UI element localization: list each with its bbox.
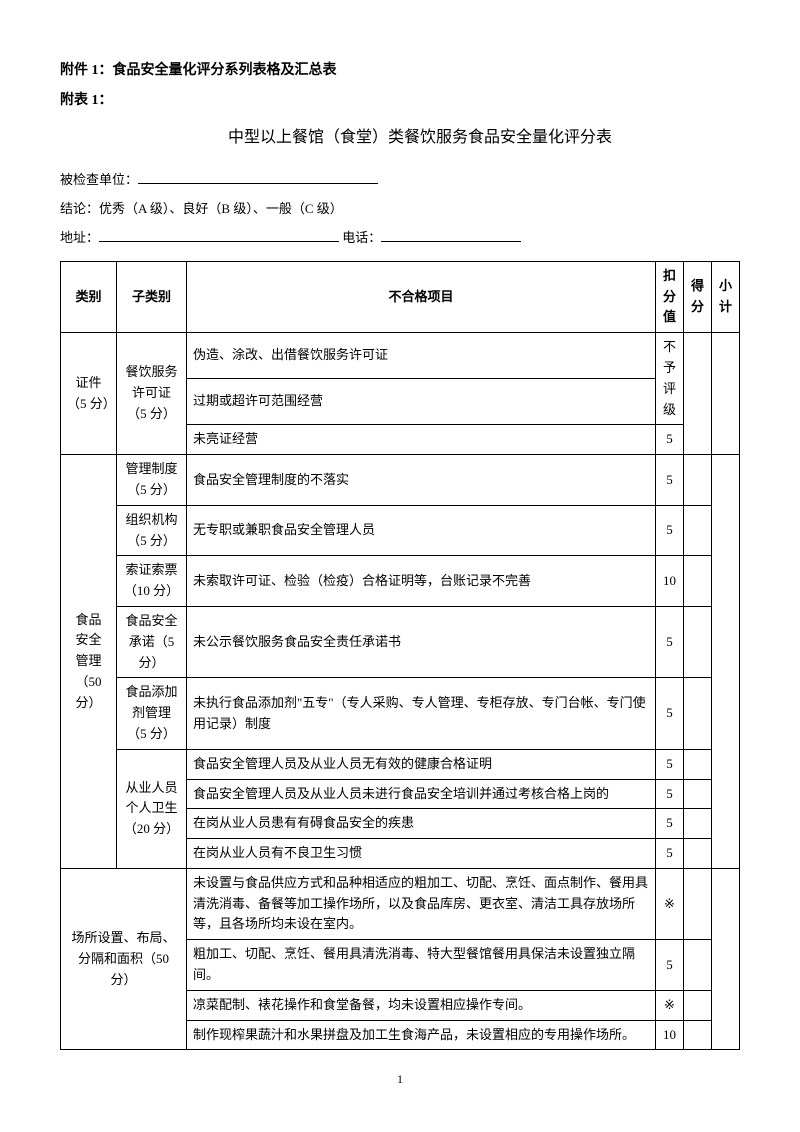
- item-text: 粗加工、切配、烹饪、餐用具清洗消毒、特大型餐馆餐用具保洁未设置独立隔间。: [187, 940, 656, 991]
- score-cell: [684, 809, 712, 839]
- subcat-org: 组织机构（5 分）: [117, 505, 187, 556]
- sub-cell: [712, 455, 740, 869]
- item-text: 未执行食品添加剂"五专"（专人采购、专人管理、专柜存放、专门台帐、专门使用记录）…: [187, 678, 656, 749]
- item-text: 伪造、涂改、出借餐饮服务许可证: [187, 333, 656, 379]
- subcat-license: 餐饮服务许可证（5 分）: [117, 333, 187, 455]
- score-cell: [684, 839, 712, 869]
- item-text: 食品安全管理制度的不落实: [187, 455, 656, 506]
- score-cell: [684, 678, 712, 749]
- address-blank: [99, 229, 339, 242]
- score-table: 类别 子类别 不合格项目 扣分值 得分 小计 证件（5 分） 餐饮服务许可证（5…: [60, 261, 740, 1051]
- attachment-sub-header: 附表 1：: [60, 90, 740, 112]
- phone-blank: [381, 229, 521, 242]
- item-text: 过期或超许可范围经营: [187, 379, 656, 425]
- item-text: 凉菜配制、裱花操作和食堂备餐，均未设置相应操作专间。: [187, 990, 656, 1020]
- cat-place: 场所设置、布局、分隔和面积（50 分）: [61, 868, 187, 1050]
- subcat-demand: 索证索票（10 分）: [117, 556, 187, 607]
- pts-cell: 5: [656, 809, 684, 839]
- table-row: 从业人员个人卫生（20 分） 食品安全管理人员及从业人员无有效的健康合格证明 5: [61, 749, 740, 779]
- item-text: 未索取许可证、检验（检疫）合格证明等，台账记录不完善: [187, 556, 656, 607]
- score-cell: [684, 779, 712, 809]
- score-cell: [684, 940, 712, 991]
- table-row: 证件（5 分） 餐饮服务许可证（5 分） 伪造、涂改、出借餐饮服务许可证 不予评…: [61, 333, 740, 379]
- th-item: 不合格项目: [187, 261, 656, 332]
- table-header-row: 类别 子类别 不合格项目 扣分值 得分 小计: [61, 261, 740, 332]
- unit-row: 被检查单位：: [60, 170, 740, 191]
- score-cell: [684, 990, 712, 1020]
- pts-cell: 5: [656, 678, 684, 749]
- page-number: 1: [60, 1070, 740, 1089]
- score-cell: [684, 556, 712, 607]
- score-cell: [684, 868, 712, 939]
- item-text: 未亮证经营: [187, 425, 656, 455]
- attachment-header: 附件 1：食品安全量化评分系列表格及汇总表: [60, 60, 740, 82]
- subcat-mgmt: 管理制度（5 分）: [117, 455, 187, 506]
- table-row: 食品安全管理（50 分） 管理制度（5 分） 食品安全管理制度的不落实 5: [61, 455, 740, 506]
- score-cell: [684, 749, 712, 779]
- pts-cell: 不予评级: [656, 333, 684, 425]
- score-cell: [684, 606, 712, 677]
- conclusion-row: 结论：优秀（A 级）、良好（B 级）、一般（C 级）: [60, 199, 740, 220]
- item-text: 无专职或兼职食品安全管理人员: [187, 505, 656, 556]
- score-cell: [684, 1020, 712, 1050]
- pts-cell: 5: [656, 779, 684, 809]
- pts-cell: 10: [656, 556, 684, 607]
- pts-cell: ※: [656, 868, 684, 939]
- main-title: 中型以上餐馆（食堂）类餐饮服务食品安全量化评分表: [60, 125, 740, 151]
- subcat-additive: 食品添加剂管理（5 分）: [117, 678, 187, 749]
- pts-cell: 5: [656, 839, 684, 869]
- score-cell: [684, 505, 712, 556]
- item-text: 食品安全管理人员及从业人员未进行食品安全培训并通过考核合格上岗的: [187, 779, 656, 809]
- pts-cell: 5: [656, 505, 684, 556]
- item-text: 在岗从业人员患有有碍食品安全的疾患: [187, 809, 656, 839]
- phone-label: 电话：: [342, 230, 381, 245]
- unit-blank: [138, 171, 378, 184]
- pts-cell: 5: [656, 749, 684, 779]
- cat-cert: 证件（5 分）: [61, 333, 117, 455]
- address-phone-row: 地址： 电话：: [60, 228, 740, 249]
- th-category: 类别: [61, 261, 117, 332]
- sub-cell: [712, 868, 740, 1050]
- th-subtotal: 小计: [712, 261, 740, 332]
- subcat-commit: 食品安全承诺（5 分）: [117, 606, 187, 677]
- th-subcategory: 子类别: [117, 261, 187, 332]
- item-text: 在岗从业人员有不良卫生习惯: [187, 839, 656, 869]
- table-row: 食品添加剂管理（5 分） 未执行食品添加剂"五专"（专人采购、专人管理、专柜存放…: [61, 678, 740, 749]
- pts-cell: 5: [656, 425, 684, 455]
- item-text: 制作现榨果蔬汁和水果拼盘及加工生食海产品，未设置相应的专用操作场所。: [187, 1020, 656, 1050]
- address-label: 地址：: [60, 230, 99, 245]
- score-cell: [684, 333, 712, 455]
- pts-cell: ※: [656, 990, 684, 1020]
- pts-cell: 5: [656, 606, 684, 677]
- sub-cell: [712, 333, 740, 455]
- pts-cell: 5: [656, 455, 684, 506]
- th-deduct: 扣分值: [656, 261, 684, 332]
- item-text: 未公示餐饮服务食品安全责任承诺书: [187, 606, 656, 677]
- subcat-hygiene: 从业人员个人卫生（20 分）: [117, 749, 187, 868]
- item-text: 食品安全管理人员及从业人员无有效的健康合格证明: [187, 749, 656, 779]
- pts-cell: 5: [656, 940, 684, 991]
- table-row: 食品安全承诺（5 分） 未公示餐饮服务食品安全责任承诺书 5: [61, 606, 740, 677]
- unit-label: 被检查单位：: [60, 172, 138, 187]
- cat-safety: 食品安全管理（50 分）: [61, 455, 117, 869]
- item-text: 未设置与食品供应方式和品种相适应的粗加工、切配、烹饪、面点制作、餐用具清洗消毒、…: [187, 868, 656, 939]
- pts-cell: 10: [656, 1020, 684, 1050]
- score-cell: [684, 455, 712, 506]
- table-row: 场所设置、布局、分隔和面积（50 分） 未设置与食品供应方式和品种相适应的粗加工…: [61, 868, 740, 939]
- th-score: 得分: [684, 261, 712, 332]
- table-row: 组织机构（5 分） 无专职或兼职食品安全管理人员 5: [61, 505, 740, 556]
- table-row: 索证索票（10 分） 未索取许可证、检验（检疫）合格证明等，台账记录不完善 10: [61, 556, 740, 607]
